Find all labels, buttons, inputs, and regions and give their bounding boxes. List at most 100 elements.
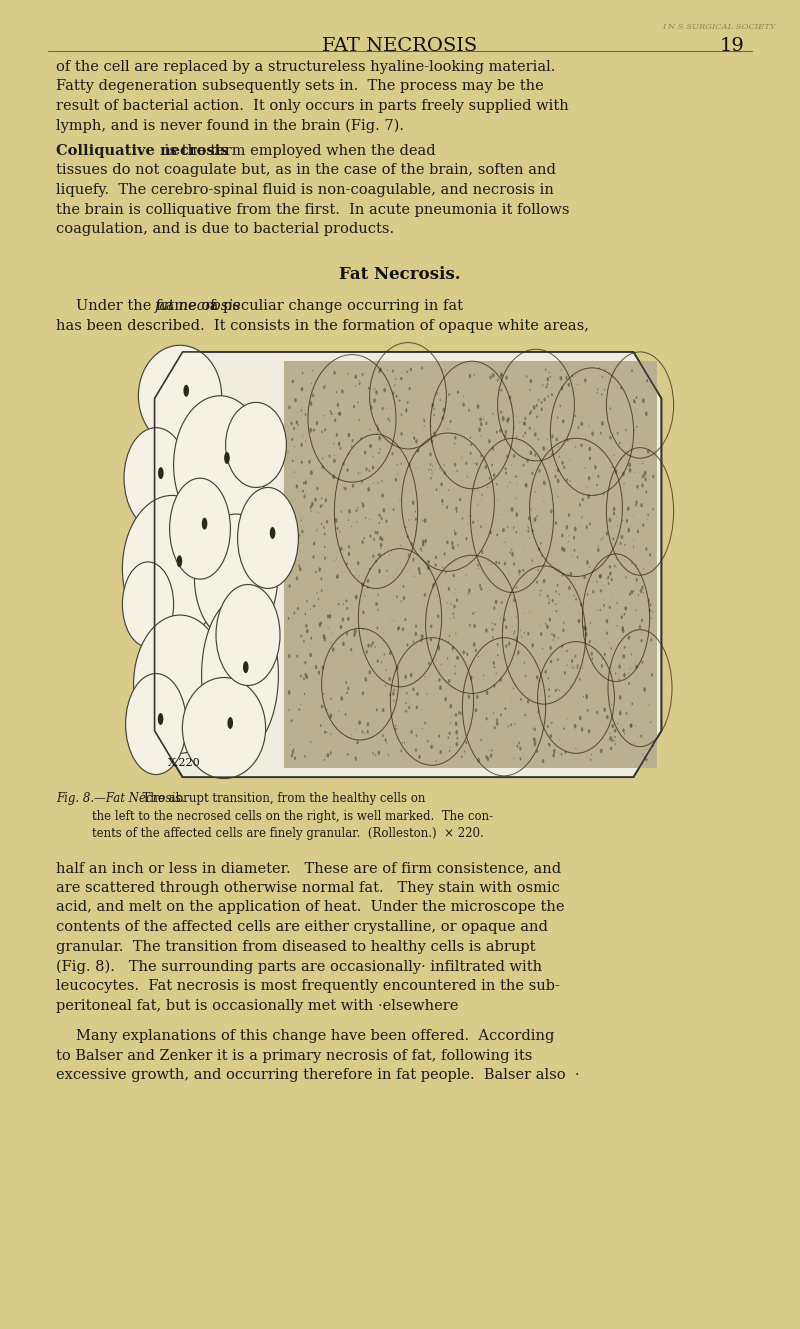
Circle shape xyxy=(355,385,356,387)
Circle shape xyxy=(575,447,576,448)
Circle shape xyxy=(636,425,638,428)
Circle shape xyxy=(342,461,345,465)
Circle shape xyxy=(293,542,294,544)
Circle shape xyxy=(507,526,508,528)
Circle shape xyxy=(561,752,562,755)
Circle shape xyxy=(474,623,476,629)
Circle shape xyxy=(326,754,330,758)
Circle shape xyxy=(369,444,372,448)
Circle shape xyxy=(338,603,339,606)
Circle shape xyxy=(541,554,542,557)
Circle shape xyxy=(371,445,372,447)
Circle shape xyxy=(358,380,359,381)
Circle shape xyxy=(456,510,458,513)
Circle shape xyxy=(296,577,298,581)
Circle shape xyxy=(543,579,546,583)
Circle shape xyxy=(386,408,387,409)
Text: The abrupt transition, from the healthy cells on: The abrupt transition, from the healthy … xyxy=(135,792,426,805)
Circle shape xyxy=(479,417,482,421)
Circle shape xyxy=(364,451,366,455)
Circle shape xyxy=(634,401,636,404)
Circle shape xyxy=(402,742,403,744)
Circle shape xyxy=(534,727,536,731)
Circle shape xyxy=(454,529,455,532)
Circle shape xyxy=(454,672,456,675)
Circle shape xyxy=(547,395,549,397)
Circle shape xyxy=(381,537,383,541)
Circle shape xyxy=(470,443,472,447)
Circle shape xyxy=(378,553,379,557)
Circle shape xyxy=(368,387,370,389)
Circle shape xyxy=(490,376,492,379)
Circle shape xyxy=(635,610,637,611)
Circle shape xyxy=(374,530,376,534)
Circle shape xyxy=(542,647,543,650)
Circle shape xyxy=(524,432,526,435)
Circle shape xyxy=(391,550,392,552)
Circle shape xyxy=(506,376,508,380)
Circle shape xyxy=(492,629,494,631)
Circle shape xyxy=(421,634,423,639)
Circle shape xyxy=(330,714,332,718)
Circle shape xyxy=(328,627,329,629)
Circle shape xyxy=(603,493,605,496)
Circle shape xyxy=(476,462,478,465)
Circle shape xyxy=(538,569,539,571)
Circle shape xyxy=(598,367,600,369)
Circle shape xyxy=(472,521,474,524)
Circle shape xyxy=(549,695,550,698)
Circle shape xyxy=(599,574,602,578)
Circle shape xyxy=(505,707,506,710)
Circle shape xyxy=(452,548,453,549)
Circle shape xyxy=(500,617,501,618)
Circle shape xyxy=(370,405,373,409)
Circle shape xyxy=(396,738,398,739)
Circle shape xyxy=(423,420,425,423)
Circle shape xyxy=(362,373,363,376)
Circle shape xyxy=(452,545,453,546)
Circle shape xyxy=(516,436,518,439)
Ellipse shape xyxy=(126,674,186,775)
Circle shape xyxy=(288,710,290,711)
Circle shape xyxy=(355,758,357,762)
Circle shape xyxy=(300,634,302,638)
Circle shape xyxy=(626,712,627,715)
Circle shape xyxy=(354,375,357,379)
Circle shape xyxy=(623,482,625,484)
Circle shape xyxy=(561,533,563,537)
Circle shape xyxy=(595,494,597,496)
Circle shape xyxy=(302,435,303,436)
Circle shape xyxy=(329,614,331,618)
Circle shape xyxy=(611,466,613,468)
Circle shape xyxy=(574,655,577,658)
Circle shape xyxy=(469,373,471,377)
Circle shape xyxy=(571,664,572,666)
Circle shape xyxy=(450,420,451,423)
Circle shape xyxy=(394,477,397,481)
Circle shape xyxy=(420,548,422,550)
Circle shape xyxy=(321,522,322,525)
Circle shape xyxy=(533,738,536,742)
Circle shape xyxy=(490,530,492,534)
Circle shape xyxy=(324,546,326,548)
Circle shape xyxy=(387,369,388,371)
Circle shape xyxy=(615,672,616,674)
Circle shape xyxy=(377,659,379,663)
Circle shape xyxy=(457,391,459,393)
Circle shape xyxy=(301,703,302,706)
Circle shape xyxy=(390,715,391,716)
Circle shape xyxy=(408,520,410,521)
Circle shape xyxy=(614,736,616,738)
Circle shape xyxy=(586,560,589,565)
Circle shape xyxy=(511,549,513,550)
Circle shape xyxy=(322,431,323,433)
Circle shape xyxy=(564,671,566,675)
Circle shape xyxy=(402,585,404,587)
Circle shape xyxy=(494,726,496,730)
Circle shape xyxy=(358,419,360,421)
Circle shape xyxy=(334,419,336,423)
Circle shape xyxy=(346,682,347,684)
Circle shape xyxy=(305,672,307,676)
Circle shape xyxy=(422,520,423,521)
Circle shape xyxy=(452,646,454,650)
